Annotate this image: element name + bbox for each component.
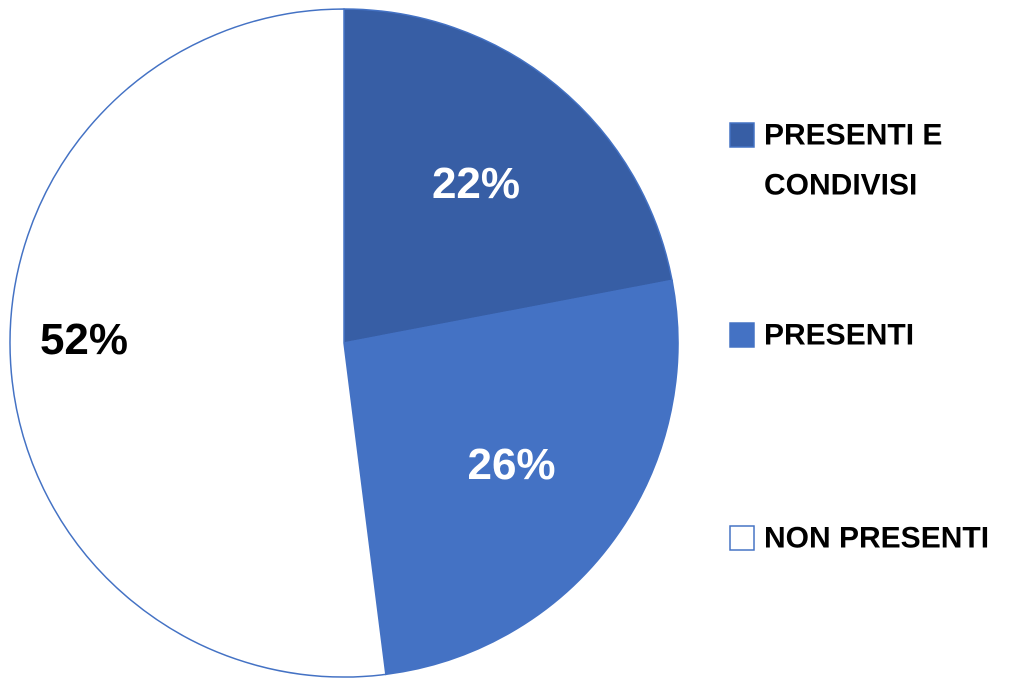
- legend-swatch-2: [729, 525, 755, 551]
- pie-slice-2: [9, 8, 387, 678]
- legend-item-0: PRESENTI E CONDIVISI: [729, 119, 942, 202]
- pie-slice-0: [343, 8, 673, 344]
- legend-label-2-line-0: NON PRESENTI: [764, 522, 989, 555]
- data-label-0: 22%: [432, 159, 520, 208]
- pie-data-labels: 22% 26% 52%: [40, 159, 556, 489]
- pie-slices: [9, 8, 679, 678]
- legend-label-0-line-1: CONDIVISI: [764, 169, 917, 202]
- legend-label-0-line-0: PRESENTI E: [764, 119, 942, 152]
- legend-item-2: NON PRESENTI: [729, 522, 989, 555]
- legend-item-1: PRESENTI: [729, 319, 914, 352]
- data-label-1: 26%: [467, 440, 555, 489]
- data-label-2: 52%: [40, 315, 128, 364]
- legend-swatch-1: [729, 322, 755, 348]
- pie-slice-1: [343, 279, 679, 676]
- legend-swatch-0: [729, 122, 755, 148]
- legend-label-1-line-0: PRESENTI: [764, 319, 914, 352]
- chart-legend: PRESENTI E CONDIVISI PRESENTI NON PRESENTI: [729, 119, 989, 555]
